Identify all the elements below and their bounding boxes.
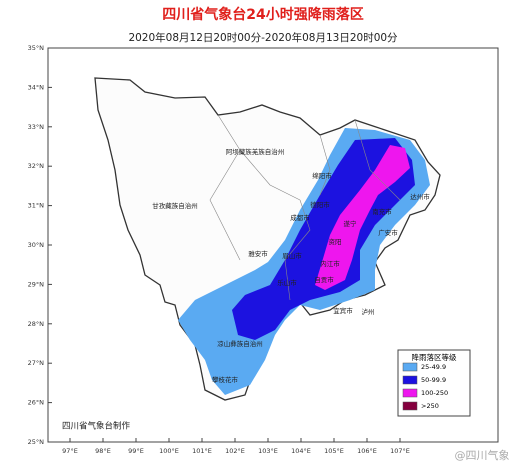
title: 四川省气象台24小时强降雨落区	[162, 6, 363, 23]
region-label: 内江市	[320, 259, 340, 268]
legend-label: 100-250	[421, 389, 448, 397]
legend-label: 50-99.9	[421, 376, 446, 384]
lon-label: 99°E	[128, 447, 144, 455]
lon-label: 98°E	[95, 447, 111, 455]
region-label: 阿坝藏族羌族自治州	[226, 147, 285, 156]
region-label: 雅安市	[248, 249, 268, 258]
lat-label: 27°N	[28, 359, 45, 367]
region-label: 眉山市	[282, 251, 302, 260]
lon-label: 105°E	[324, 447, 344, 455]
lat-label: 32°N	[28, 162, 45, 170]
subtitle: 2020年08月12日20时00分-2020年08月13日20时00分	[128, 31, 398, 44]
watermark: @四川气象	[455, 448, 510, 462]
region-label: 泸州	[362, 307, 375, 316]
region-label: 资阳	[329, 237, 342, 246]
legend-title: 降雨落区等级	[412, 352, 457, 362]
rain-area	[315, 145, 410, 290]
region-label: 成都市	[290, 213, 310, 222]
region-label: 乐山市	[277, 278, 297, 287]
region-label: 宜宾市	[333, 306, 353, 315]
lon-label: 103°E	[258, 447, 278, 455]
lat-label: 31°N	[28, 202, 45, 210]
lon-label: 107°E	[390, 447, 410, 455]
lat-label: 29°N	[28, 280, 45, 288]
lat-label: 25°N	[28, 438, 45, 446]
legend-swatch	[402, 388, 418, 398]
lon-label: 97°E	[62, 447, 78, 455]
region-label: 凉山彝族自治州	[217, 339, 263, 348]
legend-swatch	[402, 362, 418, 372]
region-label: 攀枝花市	[212, 375, 239, 384]
lat-label: 30°N	[28, 241, 45, 249]
region-label: 自贡市	[314, 275, 334, 284]
region-label: 南充市	[372, 207, 392, 216]
legend-label: >250	[421, 402, 439, 410]
lon-label: 101°E	[192, 447, 212, 455]
lon-label: 102°E	[225, 447, 245, 455]
lon-label: 100°E	[159, 447, 179, 455]
legend-swatch	[402, 375, 418, 385]
region-label: 甘孜藏族自治州	[152, 201, 198, 210]
lon-label: 104°E	[291, 447, 311, 455]
legend-label: 25-49.9	[421, 363, 446, 371]
lat-label: 34°N	[28, 83, 45, 91]
credit: 四川省气象台制作	[62, 421, 131, 432]
region-label: 德阳市	[310, 200, 330, 209]
lat-label: 33°N	[28, 123, 45, 131]
lat-label: 28°N	[28, 320, 45, 328]
region-label: 绵阳市	[312, 171, 332, 180]
district-borders	[209, 114, 401, 301]
legend-swatch	[402, 401, 418, 411]
region-label: 遂宁	[344, 219, 358, 228]
lat-label: 26°N	[28, 399, 45, 407]
lon-label: 106°E	[357, 447, 377, 455]
region-label: 达州市	[410, 192, 430, 201]
region-label: 广安市	[378, 228, 398, 237]
lat-label: 35°N	[28, 44, 45, 52]
